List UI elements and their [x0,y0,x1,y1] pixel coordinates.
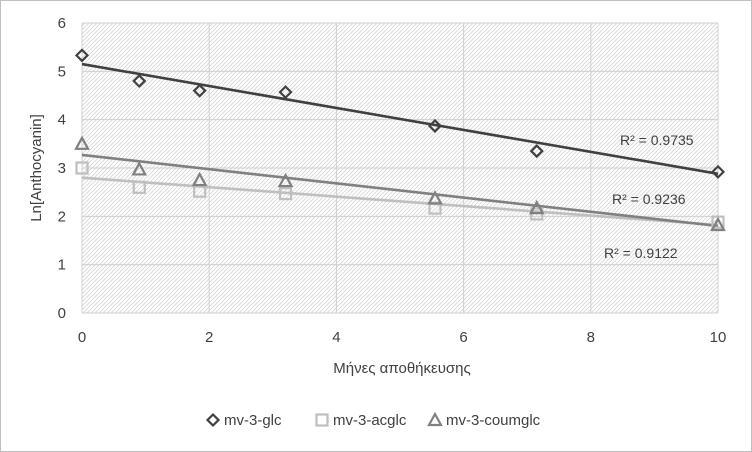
mv-3-glc-point [192,83,207,98]
y-tick-label: 0 [58,305,66,322]
x-tick-label: 6 [459,329,467,346]
mv-3-glc-point [132,73,147,89]
mv-3-coumglc-point [277,172,294,188]
mv-3-coumglc-point [710,216,726,232]
mv-3-coumglc-point [191,171,208,187]
y-tick-label: 2 [58,208,66,225]
mv-3-coumglc-point [131,161,148,176]
mv-3-coumglc-legend-label: mv-3-coumglc [446,412,541,429]
mv-3-acglc-point [132,180,146,194]
r2-labels: R² = 0.9735 R² = 0.9122 R² = 0.9236 [604,132,694,261]
mv-3-glc-trendline [81,62,719,176]
x-tick-label: 4 [332,329,340,346]
y-tick-label: 3 [58,160,66,177]
mv-3-glc-point [529,144,544,159]
mv-3-acglc-legend-label: mv-3-acglc [333,412,407,429]
x-tick-label: 2 [205,329,213,346]
x-tick-label: 10 [710,329,727,346]
mv-3-glc-point [427,118,443,134]
y-axis-title: Ln[Anthocyanin] [28,114,45,222]
mv-3-glc-legend-label: mv-3-glc [224,412,282,429]
mv-3-coumglc-legend-marker [427,411,443,427]
mv-3-coumglc-point [74,135,90,150]
mv-3-acglc-point [75,161,89,175]
x-tick-label: 0 [78,329,86,346]
y-tick-label: 4 [58,112,66,129]
mv-3-coumglc-trendline [81,153,719,228]
mv-3-acglc-r2-label: R² = 0.9122 [604,245,678,261]
y-tick-label: 1 [58,257,66,274]
mv-3-acglc-point [711,215,725,229]
mv-3-glc-legend-marker [205,412,221,428]
x-tick-label: 8 [587,329,595,346]
mv-3-glc-r2-label: R² = 0.9735 [620,132,694,148]
data-points [74,48,726,232]
x-axis-title: Μήνες αποθήκευσης [333,360,470,377]
mv-3-glc-point [710,164,726,179]
trendlines [81,62,719,228]
mv-3-acglc-point [278,187,293,201]
mv-3-acglc-legend-marker [315,413,329,427]
legend: mv-3-glc mv-3-acglc mv-3-coumglc [205,411,541,429]
mv-3-coumglc-r2-label: R² = 0.9236 [612,191,686,207]
y-tick-label: 6 [58,15,66,32]
mv-3-glc-point [278,85,293,100]
mv-3-glc-point [74,48,90,63]
mv-3-coumglc-point [427,190,443,205]
tick-labels: 0 2 4 6 8 10 0 1 2 3 4 5 6 [58,15,727,346]
y-tick-label: 5 [58,63,66,80]
mv-3-acglc-trendline [81,176,719,227]
mv-3-coumglc-point [528,199,545,215]
